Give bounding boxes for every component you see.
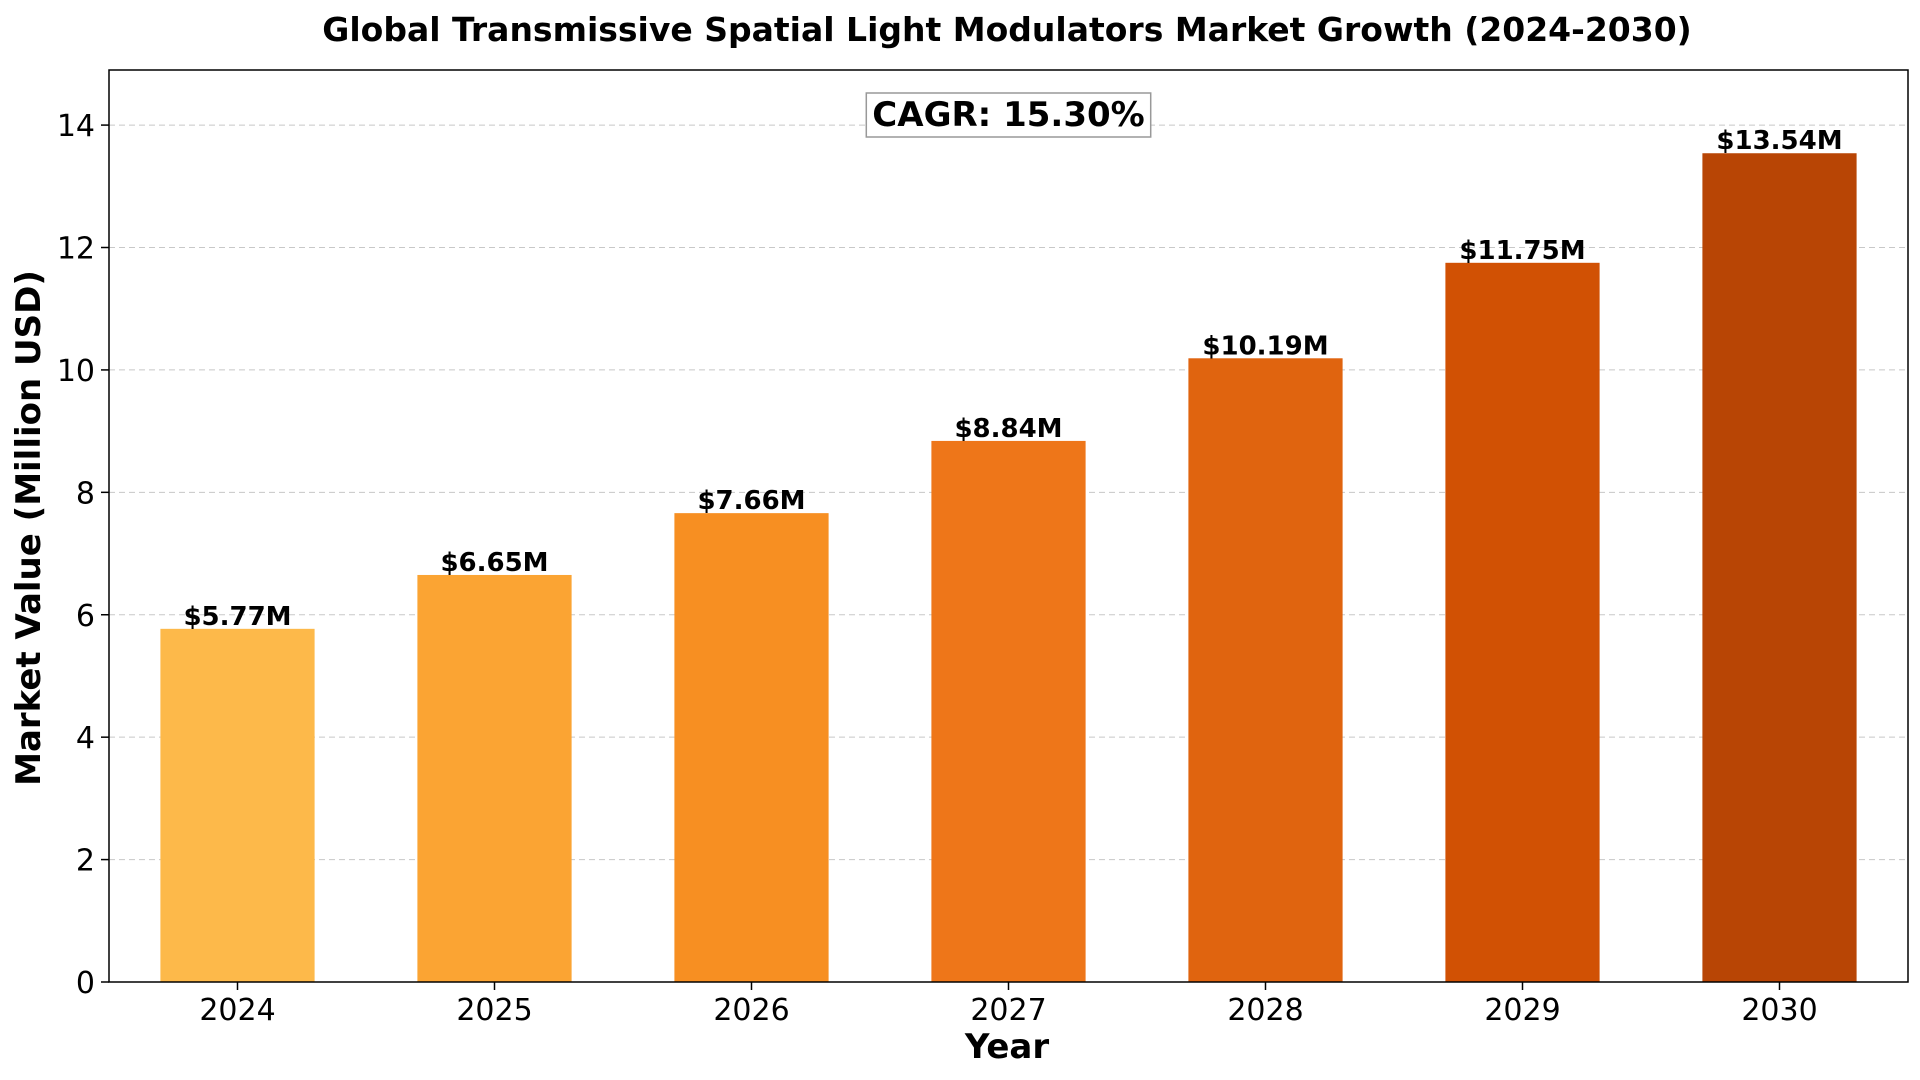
- x-axis-title: Year: [964, 1027, 1050, 1067]
- x-axis-ticks: 2024 2025 2026 2027 2028 2029 2030: [199, 982, 1818, 1028]
- x-tick-label-2027: 2027: [970, 993, 1046, 1028]
- bars: [160, 153, 1857, 983]
- y-tick-label: 12: [57, 232, 95, 267]
- data-label-2025: $6.65M: [440, 548, 548, 578]
- y-tick-label: 6: [76, 599, 95, 634]
- x-tick-label-2030: 2030: [1741, 993, 1817, 1028]
- cagr-annotation-box: [865, 92, 1152, 138]
- bar-2025: [417, 574, 572, 982]
- data-labels: $5.77M $6.65M $7.66M $8.84M $10.19M $11.75M $1…: [183, 126, 1842, 632]
- x-tick-label-2025: 2025: [456, 993, 532, 1028]
- y-axis-ticks: 0 2 4 6 8 10 12 14: [57, 109, 109, 1001]
- chart-title: Global Transmissive Spatial Light Modula…: [322, 10, 1692, 49]
- y-tick-label: 4: [76, 721, 95, 756]
- y-tick-label: 10: [57, 354, 95, 389]
- y-axis-title: Market Value (Million USD): [9, 270, 49, 786]
- y-tick-label: 8: [76, 476, 95, 511]
- x-tick-label-2026: 2026: [713, 993, 789, 1028]
- bar-2024: [160, 628, 315, 982]
- y-tick-label: 2: [76, 844, 95, 879]
- x-tick-label-2028: 2028: [1227, 993, 1303, 1028]
- data-label-2028: $10.19M: [1202, 331, 1328, 361]
- x-tick-label-2029: 2029: [1484, 993, 1560, 1028]
- y-tick-label: 0: [76, 966, 95, 1001]
- data-label-2027: $8.84M: [954, 414, 1062, 444]
- data-label-2024: $5.77M: [183, 602, 291, 632]
- bar-2026: [674, 513, 829, 982]
- cagr-annotation: CAGR: 15.30%: [865, 92, 1152, 138]
- bar-2029: [1445, 262, 1600, 982]
- y-tick-label: 14: [57, 109, 95, 144]
- bar-2030: [1702, 153, 1857, 983]
- x-tick-label-2024: 2024: [199, 993, 275, 1028]
- cagr-annotation-text: CAGR: 15.30%: [872, 95, 1144, 135]
- data-label-2029: $11.75M: [1459, 236, 1585, 266]
- data-label-2026: $7.66M: [697, 486, 805, 516]
- data-label-2030: $13.54M: [1716, 126, 1842, 156]
- bar-2028: [1188, 358, 1343, 983]
- bar-2027: [931, 440, 1086, 983]
